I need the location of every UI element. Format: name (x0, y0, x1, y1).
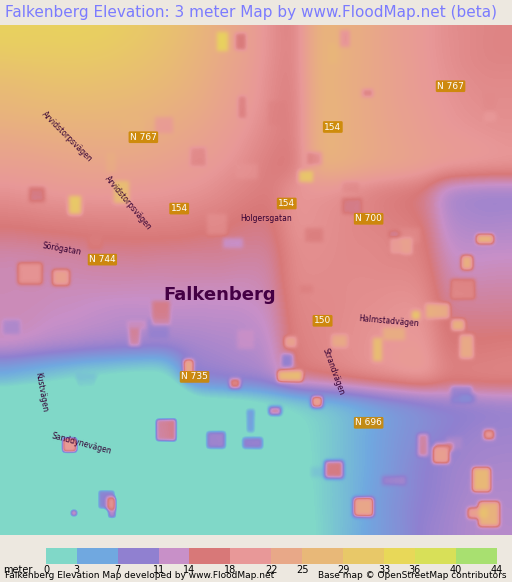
FancyBboxPatch shape (343, 548, 384, 564)
Text: 11: 11 (153, 565, 165, 574)
FancyBboxPatch shape (271, 548, 302, 564)
Text: 40: 40 (450, 565, 462, 574)
Text: N 696: N 696 (355, 418, 382, 427)
Text: Arvidstorpsvägen: Arvidstorpsvägen (103, 175, 153, 232)
Text: 29: 29 (337, 565, 349, 574)
Text: 33: 33 (378, 565, 390, 574)
Text: N 700: N 700 (355, 214, 382, 223)
FancyBboxPatch shape (159, 548, 189, 564)
Text: Sanddynevägen: Sanddynevägen (51, 431, 113, 456)
FancyBboxPatch shape (118, 548, 159, 564)
Text: N 735: N 735 (181, 372, 208, 381)
Text: Arvidstorpsvägen: Arvidstorpsvägen (39, 110, 94, 164)
FancyBboxPatch shape (456, 548, 497, 564)
Text: Base map © OpenStreetMap contributors: Base map © OpenStreetMap contributors (318, 570, 507, 580)
Text: meter: meter (3, 565, 33, 574)
Text: Kustvägen: Kustvägen (33, 371, 49, 413)
FancyBboxPatch shape (189, 548, 230, 564)
Text: Sörögatan: Sörögatan (41, 242, 82, 257)
Text: N 767: N 767 (130, 133, 157, 141)
Text: N 767: N 767 (437, 81, 464, 91)
FancyBboxPatch shape (46, 548, 77, 564)
Text: 7: 7 (115, 565, 121, 574)
Text: 154: 154 (324, 122, 342, 132)
FancyBboxPatch shape (415, 548, 456, 564)
FancyBboxPatch shape (302, 548, 343, 564)
Text: 36: 36 (409, 565, 421, 574)
Text: 3: 3 (74, 565, 80, 574)
FancyBboxPatch shape (384, 548, 415, 564)
Text: Holgersgatan: Holgersgatan (240, 214, 292, 223)
FancyBboxPatch shape (77, 548, 118, 564)
Text: Falkenberg Elevation: 3 meter Map by www.FloodMap.net (beta): Falkenberg Elevation: 3 meter Map by www… (5, 5, 497, 20)
Text: 14: 14 (183, 565, 196, 574)
Text: Falkenberg Elevation Map developed by www.FloodMap.net: Falkenberg Elevation Map developed by ww… (5, 570, 274, 580)
Text: 0: 0 (43, 565, 49, 574)
Text: Strandvägen: Strandvägen (320, 347, 346, 396)
Text: 25: 25 (296, 565, 308, 574)
Text: Halmstadvägen: Halmstadvägen (358, 314, 420, 328)
Text: 44: 44 (490, 565, 503, 574)
Text: 18: 18 (224, 565, 237, 574)
Text: N 744: N 744 (89, 255, 116, 264)
FancyBboxPatch shape (230, 548, 271, 564)
Text: 154: 154 (170, 204, 188, 213)
Text: 150: 150 (314, 316, 331, 325)
Text: 22: 22 (265, 565, 278, 574)
Text: Falkenberg: Falkenberg (164, 286, 276, 304)
Text: 154: 154 (278, 199, 295, 208)
